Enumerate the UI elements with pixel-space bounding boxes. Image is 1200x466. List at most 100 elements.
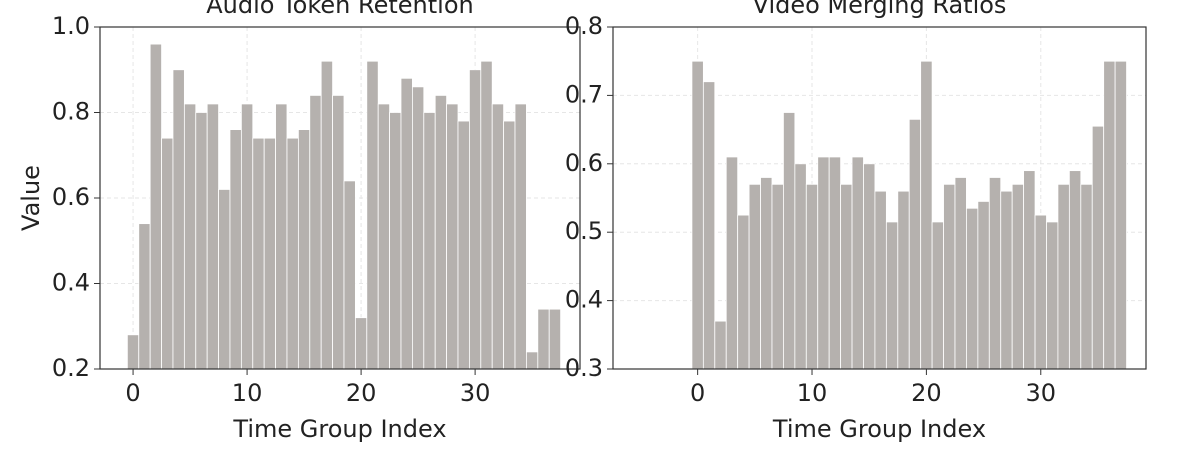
bar	[218, 189, 231, 370]
bar	[691, 60, 704, 370]
bar	[1011, 183, 1025, 370]
bar	[423, 112, 436, 370]
x-tick-label: 0	[125, 379, 140, 407]
bar	[343, 180, 356, 370]
bar	[988, 177, 1002, 370]
bar	[297, 129, 311, 370]
y-tick-label: 0.2	[52, 354, 90, 382]
bar	[400, 77, 413, 370]
bar	[286, 137, 299, 370]
bar	[760, 177, 773, 370]
bar	[1023, 170, 1036, 370]
bar	[725, 156, 739, 370]
bar	[491, 103, 505, 370]
chart-title: Video Merging Ratios	[753, 0, 1007, 19]
bar	[195, 112, 208, 370]
chart-title: Audio Token Retention	[206, 0, 473, 19]
x-tick-label: 0	[690, 379, 705, 407]
bar	[828, 156, 842, 370]
y-tick-label: 0.5	[565, 217, 603, 245]
bar	[240, 103, 254, 370]
bar	[503, 120, 516, 370]
bar	[1046, 221, 1059, 370]
bar	[366, 60, 379, 370]
bar	[771, 183, 784, 370]
bar	[1034, 214, 1047, 370]
bar	[263, 137, 276, 370]
bar	[457, 120, 470, 370]
bar	[737, 214, 750, 370]
bar	[908, 118, 922, 370]
bar	[1080, 183, 1093, 370]
x-axis-label: Time Group Index	[232, 415, 446, 443]
bar	[943, 183, 956, 370]
bar	[851, 156, 864, 370]
bar	[794, 163, 807, 370]
y-tick-label: 0.8	[565, 12, 603, 40]
bar	[1068, 170, 1082, 370]
y-tick-label: 0.4	[52, 269, 90, 297]
bar	[446, 103, 459, 370]
bar	[1103, 60, 1116, 370]
x-tick-label: 30	[460, 379, 491, 407]
bar	[1091, 125, 1105, 370]
bar	[514, 103, 527, 370]
bar	[897, 190, 910, 370]
bar	[920, 60, 933, 370]
bar	[149, 43, 162, 370]
bar	[1057, 183, 1070, 370]
bar	[702, 81, 716, 370]
bar	[161, 137, 174, 370]
y-tick-label: 1.0	[52, 12, 90, 40]
bar	[377, 103, 390, 370]
y-tick-label: 0.8	[52, 98, 90, 126]
bar	[275, 103, 288, 370]
bar	[817, 156, 830, 370]
bar	[480, 60, 493, 370]
bar	[252, 137, 265, 370]
x-tick-label: 10	[797, 379, 828, 407]
bar	[526, 351, 539, 370]
bar	[434, 95, 448, 370]
bar	[389, 112, 402, 370]
x-axis-label: Time Group Index	[772, 415, 986, 443]
bar	[332, 95, 345, 370]
axes-frame	[99, 26, 581, 370]
bar	[714, 320, 727, 370]
bar	[309, 95, 322, 370]
y-tick-label: 0.3	[565, 354, 603, 382]
bar	[354, 317, 368, 370]
y-tick-label: 0.6	[565, 149, 603, 177]
bar	[977, 201, 990, 370]
x-tick-label: 10	[232, 379, 263, 407]
y-tick-label: 0.7	[565, 80, 603, 108]
bar	[748, 183, 761, 370]
bar	[138, 223, 151, 370]
bar	[537, 308, 550, 370]
bar	[863, 163, 876, 370]
bar	[183, 103, 197, 370]
bar	[320, 60, 333, 370]
bar	[966, 207, 979, 370]
bar	[172, 69, 185, 370]
bar	[229, 129, 242, 370]
bar	[1114, 60, 1127, 370]
y-axis-label: Value	[17, 165, 45, 231]
y-tick-label: 0.6	[52, 183, 90, 211]
bar	[126, 334, 140, 370]
bar	[954, 177, 967, 370]
bar	[206, 103, 219, 370]
bar	[931, 221, 944, 370]
bar	[411, 86, 425, 370]
bar	[805, 183, 819, 370]
bar	[548, 308, 562, 370]
y-tick-label: 0.4	[565, 286, 603, 314]
bar	[469, 69, 482, 370]
axes-frame	[612, 26, 1147, 370]
bar	[783, 112, 796, 370]
bar	[874, 190, 887, 370]
bar	[885, 221, 899, 370]
bar	[1000, 190, 1013, 370]
x-tick-label: 30	[1025, 379, 1056, 407]
